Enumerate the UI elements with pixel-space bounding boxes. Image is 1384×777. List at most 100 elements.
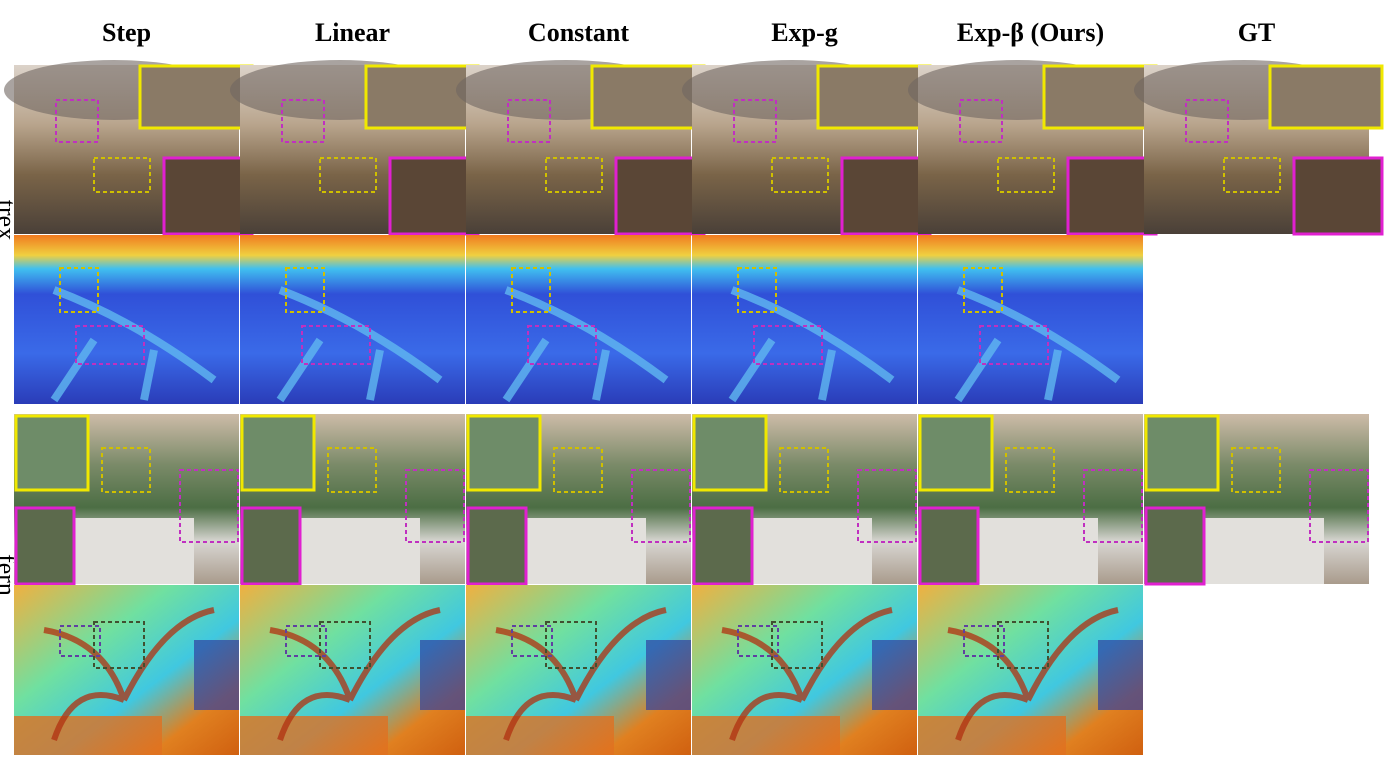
inset-magenta xyxy=(1146,508,1204,584)
dashed-box xyxy=(963,267,1003,313)
dashed-box xyxy=(93,621,145,669)
inset-magenta xyxy=(390,158,478,234)
inset-frame xyxy=(918,506,980,586)
dashed-box xyxy=(327,447,377,493)
planter xyxy=(752,518,872,584)
inset-frame xyxy=(14,506,76,586)
dashed-box xyxy=(319,621,371,669)
dashed-box xyxy=(997,621,1049,669)
planter-depth xyxy=(466,716,614,755)
inset-yellow xyxy=(920,416,992,490)
inset-magenta xyxy=(1068,158,1156,234)
dashed-box xyxy=(1185,99,1229,143)
inset-frame xyxy=(1268,64,1384,130)
skeleton xyxy=(276,286,443,403)
dashed-box xyxy=(59,267,99,313)
inset-magenta xyxy=(1294,158,1382,234)
dashed-box xyxy=(771,157,829,193)
far-wall xyxy=(872,640,917,710)
planter-depth xyxy=(918,716,1066,755)
dashed-box xyxy=(1231,447,1281,493)
inset-frame xyxy=(692,506,754,586)
inset-frame xyxy=(1144,506,1206,586)
dashed-box xyxy=(75,325,145,365)
planter xyxy=(526,518,646,584)
far-wall xyxy=(1098,640,1143,710)
inset-magenta xyxy=(242,508,300,584)
dashed-box xyxy=(319,157,377,193)
inset-frame xyxy=(918,414,994,492)
dashed-box xyxy=(281,99,325,143)
inset-magenta xyxy=(842,158,930,234)
skeleton xyxy=(954,286,1121,403)
planter xyxy=(1204,518,1324,584)
dashed-box xyxy=(285,267,325,313)
dashed-box xyxy=(1005,447,1055,493)
column-header: Step xyxy=(102,18,151,47)
inset-magenta xyxy=(164,158,252,234)
dashed-box xyxy=(779,447,829,493)
inset-magenta xyxy=(694,508,752,584)
dashed-box xyxy=(545,157,603,193)
dashed-box xyxy=(101,447,151,493)
dashed-box xyxy=(301,325,371,365)
dashed-box xyxy=(997,157,1055,193)
dashed-box xyxy=(179,469,239,543)
far-wall xyxy=(420,640,465,710)
inset-frame xyxy=(240,414,316,492)
inset-yellow xyxy=(242,416,314,490)
dashed-box xyxy=(857,469,917,543)
inset-yellow xyxy=(468,416,540,490)
column-header: Exp-g xyxy=(771,18,837,47)
dashed-box xyxy=(959,99,1003,143)
inset-yellow xyxy=(16,416,88,490)
inset-yellow xyxy=(1270,66,1382,128)
inset-frame xyxy=(14,414,90,492)
dashed-box xyxy=(753,325,823,365)
column-header: Exp-β (Ours) xyxy=(957,18,1104,47)
far-wall xyxy=(194,640,239,710)
inset-frame xyxy=(240,506,302,586)
dashed-box xyxy=(93,157,151,193)
planter-depth xyxy=(14,716,162,755)
inset-yellow xyxy=(1146,416,1218,490)
inset-magenta xyxy=(16,508,74,584)
column-header: Linear xyxy=(315,18,390,47)
dashed-box xyxy=(55,99,99,143)
inset-magenta xyxy=(616,158,704,234)
skeleton xyxy=(50,286,217,403)
dashed-box xyxy=(1083,469,1143,543)
dashed-box xyxy=(507,99,551,143)
dashed-box xyxy=(527,325,597,365)
planter xyxy=(978,518,1098,584)
inset-magenta xyxy=(920,508,978,584)
dashed-box xyxy=(771,621,823,669)
skeleton xyxy=(728,286,895,403)
inset-frame xyxy=(692,414,768,492)
dashed-box xyxy=(631,469,691,543)
dashed-box xyxy=(545,621,597,669)
dashed-box xyxy=(405,469,465,543)
planter xyxy=(300,518,420,584)
planter-depth xyxy=(240,716,388,755)
far-wall xyxy=(646,640,691,710)
dashed-box xyxy=(733,99,777,143)
dashed-box xyxy=(511,267,551,313)
column-header: Constant xyxy=(528,18,629,47)
inset-frame xyxy=(1292,156,1384,236)
dashed-box xyxy=(979,325,1049,365)
inset-yellow xyxy=(694,416,766,490)
dashed-box xyxy=(737,267,777,313)
dashed-box xyxy=(1223,157,1281,193)
inset-frame xyxy=(1144,414,1220,492)
inset-magenta xyxy=(468,508,526,584)
planter xyxy=(74,518,194,584)
inset-frame xyxy=(466,506,528,586)
inset-frame xyxy=(466,414,542,492)
dashed-box xyxy=(1309,469,1369,543)
dashed-box xyxy=(553,447,603,493)
planter-depth xyxy=(692,716,840,755)
skeleton xyxy=(502,286,669,403)
column-header: GT xyxy=(1238,18,1276,47)
